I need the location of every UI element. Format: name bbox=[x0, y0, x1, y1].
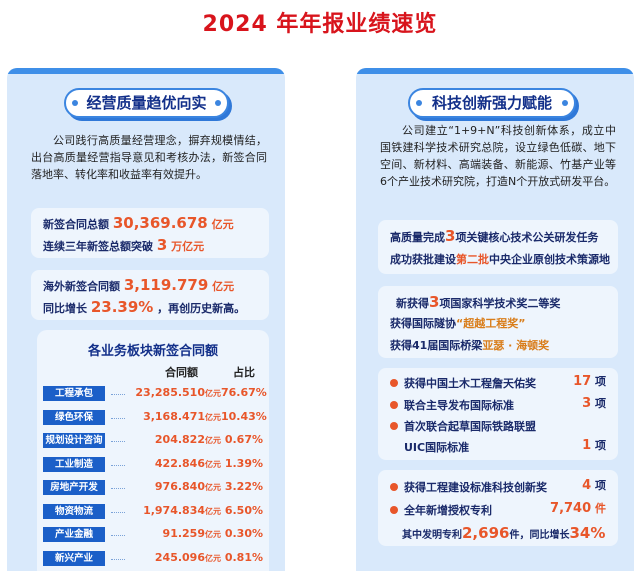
contract-total-line: 新签合同总额 30,369.678 亿元 bbox=[43, 214, 234, 232]
core-tech-line: 高质量完成3项关键核心技术公关研发任务 bbox=[390, 227, 599, 245]
segment-contract-table: 各业务板块新签合同额 合同额 占比 工程承包 23,285.510亿元 76.67%… bbox=[37, 330, 269, 571]
section-heading: 经营质量趋优向实 bbox=[64, 88, 229, 118]
segment-ratio: 0.67% bbox=[224, 433, 263, 446]
segment-ratio: 0.30% bbox=[224, 527, 263, 540]
segment-ratio: 0.81% bbox=[224, 550, 263, 564]
bullet-item: 首次联合起草国际铁路联盟 bbox=[390, 418, 536, 434]
table-row: 房地产开发 976.840亿元 3.22% bbox=[37, 480, 269, 496]
awards-box: 新获得3项国家科学技术奖二等奖 获得国际隧协“超越工程奖” 获得41届国际桥梁亚… bbox=[378, 286, 618, 358]
leader-dots bbox=[111, 394, 125, 395]
invention-patent-line: 其中发明专利2,696件，同比增长34% bbox=[402, 524, 606, 542]
segment-amount: 204.822亿元 bbox=[154, 433, 221, 446]
segment-ratio: 3.22% bbox=[224, 480, 263, 493]
table-row: 工程承包 23,285.510亿元 76.67% bbox=[37, 386, 269, 402]
section-paragraph: 公司践行高质量经营理念，摒弃规模情结，出台高质量经营指导意见和考核办法，新签合同… bbox=[31, 134, 267, 181]
bullet-subline: UIC国际标准 bbox=[404, 441, 470, 454]
segment-tag: 绿色环保 bbox=[43, 409, 105, 425]
bullet-dot-icon bbox=[390, 379, 398, 387]
segment-tag: 工程承包 bbox=[43, 386, 105, 401]
contract-total-box: 新签合同总额 30,369.678 亿元 连续三年新签总额突破 3 万亿元 bbox=[31, 208, 269, 258]
overseas-contract-box: 海外新签合同额 3,119.779 亿元 同比增长 23.39% ，再创历史新高… bbox=[31, 270, 269, 320]
segment-amount: 91.259亿元 bbox=[162, 527, 221, 540]
section-heading: 科技创新强力赋能 bbox=[408, 88, 576, 118]
segment-tag: 规划设计咨询 bbox=[43, 433, 105, 448]
leader-dots bbox=[111, 441, 125, 442]
tunnel-award-line: 获得国际隧协“超越工程奖” bbox=[390, 317, 526, 330]
page-title: 2024 年年报业绩速览 bbox=[202, 12, 438, 37]
core-tech-box: 高质量完成3项关键核心技术公关研发任务 成功获批建设第二批中央企业原创技术策源地 bbox=[378, 220, 618, 274]
bullet-dot-icon bbox=[390, 422, 398, 430]
contract-total-value: 30,369.678 bbox=[112, 214, 208, 232]
segment-ratio: 10.43% bbox=[221, 409, 267, 423]
standards-box: 获得中国土木工程詹天佑奖 17 项 联合主导发布国际标准 3 项 首次联合起草国… bbox=[378, 368, 618, 460]
segment-tag: 工业制造 bbox=[43, 456, 105, 472]
count-value: 1 项 bbox=[582, 438, 606, 453]
table-row: 规划设计咨询 204.822亿元 0.67% bbox=[37, 433, 269, 449]
overseas-contract-line: 海外新签合同额 3,119.779 亿元 bbox=[43, 276, 235, 294]
panel-tech-innovation: 科技创新强力赋能 公司建立“1+9+N”科技创新体系，成立中国铁建科学技术研究总… bbox=[356, 68, 634, 571]
three-year-line: 连续三年新签总额突破 3 万亿元 bbox=[43, 236, 205, 254]
panel-top-bar bbox=[7, 68, 285, 74]
bullet-dot-icon bbox=[390, 401, 398, 409]
count-value: 4 项 bbox=[582, 478, 606, 493]
leader-dots bbox=[111, 535, 125, 536]
segment-ratio: 76.67% bbox=[221, 386, 267, 399]
segment-tag: 产业金融 bbox=[43, 527, 105, 542]
table-row: 绿色环保 3,168.471亿元 10.43% bbox=[37, 409, 269, 426]
bridge-award-line: 获得41届国际桥梁亚瑟 · 海顿奖 bbox=[390, 339, 550, 352]
panel-operating-quality: 经营质量趋优向实 公司践行高质量经营理念，摒弃规模情结，出台高质量经营指导意见和… bbox=[7, 68, 285, 571]
leader-dots bbox=[111, 558, 125, 560]
table-row: 新兴产业 245.096亿元 0.81% bbox=[37, 550, 269, 567]
segment-tag: 房地产开发 bbox=[43, 480, 105, 495]
bullet-dot-icon bbox=[390, 483, 398, 491]
leader-dots bbox=[111, 488, 125, 489]
count-value: 7,740 件 bbox=[550, 501, 606, 516]
growth-line: 同比增长 23.39% ，再创历史新高。 bbox=[43, 298, 246, 316]
segment-amount: 422.846亿元 bbox=[154, 456, 221, 470]
section-paragraph: 公司建立“1+9+N”科技创新体系，成立中国铁建科学技术研究总院，设立绿色低碳、… bbox=[380, 124, 616, 188]
segment-amount: 1,974.834亿元 bbox=[143, 503, 221, 517]
bullet-item: 联合主导发布国际标准 bbox=[390, 397, 514, 413]
bullet-item: 获得中国土木工程詹天佑奖 bbox=[390, 375, 536, 391]
leader-dots bbox=[111, 464, 125, 466]
count-value: 3 项 bbox=[582, 396, 606, 411]
segment-tag: 新兴产业 bbox=[43, 550, 105, 566]
leader-dots bbox=[111, 511, 125, 513]
column-header-amount: 合同额 bbox=[165, 366, 198, 379]
column-header-ratio: 占比 bbox=[233, 366, 255, 379]
count-value: 17 项 bbox=[573, 374, 606, 389]
segment-amount: 23,285.510亿元 bbox=[135, 386, 221, 399]
table-row: 工业制造 422.846亿元 1.39% bbox=[37, 456, 269, 473]
bullet-item: 获得工程建设标准科技创新奖 bbox=[390, 479, 547, 495]
bullet-item: 全年新增授权专利 bbox=[390, 502, 492, 518]
table-row: 产业金融 91.259亿元 0.30% bbox=[37, 527, 269, 543]
panel-top-bar bbox=[356, 68, 634, 74]
table-title: 各业务板块新签合同额 bbox=[87, 344, 218, 359]
bullet-dot-icon bbox=[390, 506, 398, 514]
leader-dots bbox=[111, 417, 125, 419]
national-award-line: 新获得3项国家科学技术奖二等奖 bbox=[396, 293, 561, 311]
table-row: 物资物流 1,974.834亿元 6.50% bbox=[37, 503, 269, 520]
segment-amount: 976.840亿元 bbox=[154, 480, 221, 493]
origin-base-line: 成功获批建设第二批中央企业原创技术策源地 bbox=[390, 253, 610, 266]
segment-amount: 245.096亿元 bbox=[154, 550, 221, 564]
segment-amount: 3,168.471亿元 bbox=[143, 409, 221, 423]
segment-ratio: 6.50% bbox=[224, 503, 263, 517]
patents-box: 获得工程建设标准科技创新奖 4 项 全年新增授权专利 7,740 件 其中发明专… bbox=[378, 470, 618, 546]
segment-tag: 物资物流 bbox=[43, 503, 105, 519]
segment-ratio: 1.39% bbox=[224, 456, 263, 470]
